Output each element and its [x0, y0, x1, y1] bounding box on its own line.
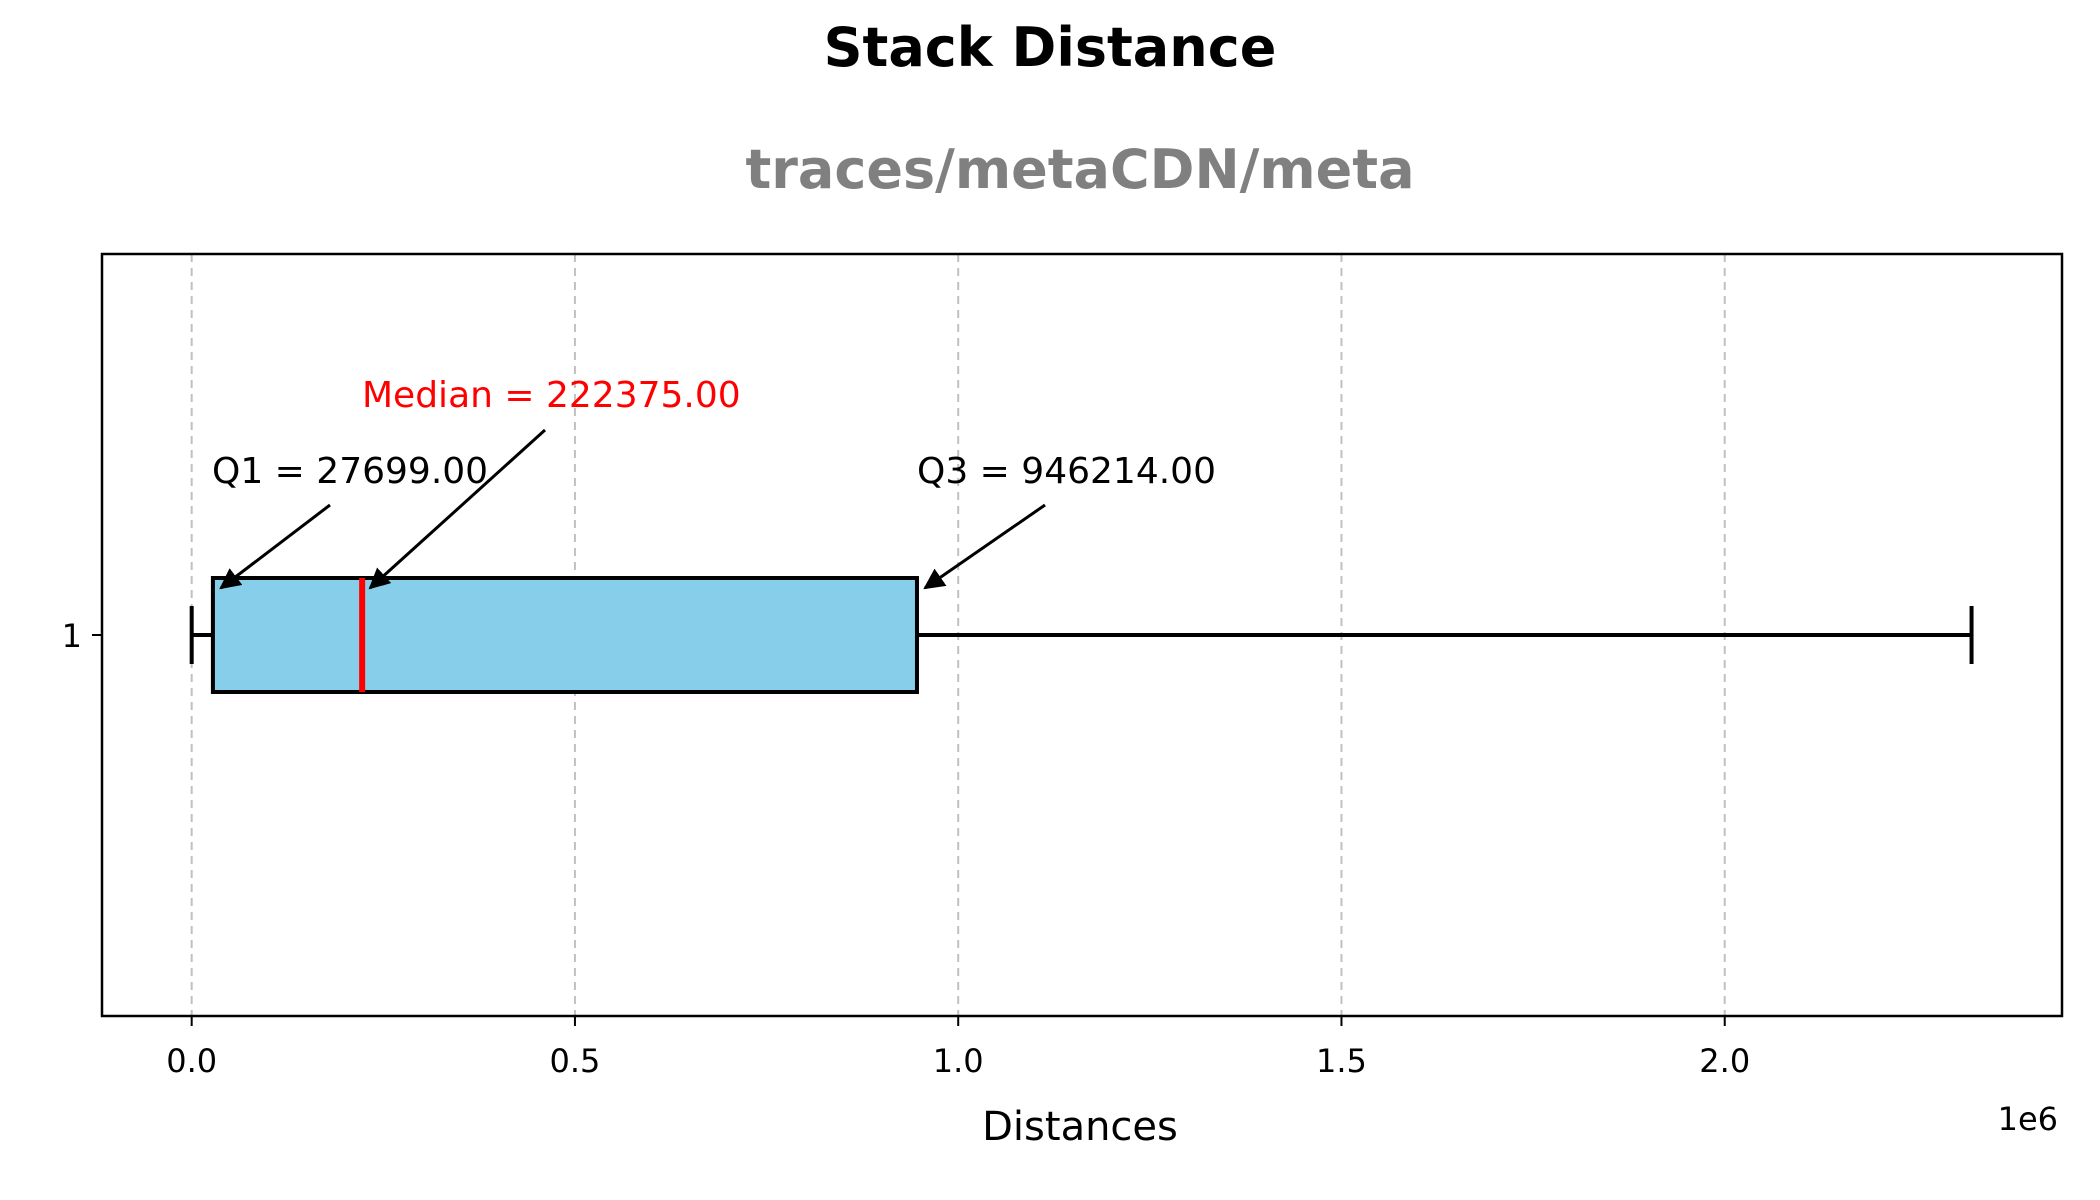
chart-subtitle: traces/metaCDN/meta [745, 138, 1414, 201]
y-tick-label: 1 [62, 617, 82, 655]
q3-label: Q3 = 946214.00 [917, 451, 1216, 492]
q1-arrow [219, 503, 331, 590]
box-series [189, 576, 1974, 694]
q3-arrow [923, 503, 1046, 590]
median-label: Median = 222375.00 [362, 375, 741, 416]
x-tick-label: 1.5 [1316, 1042, 1367, 1080]
x-axis-label: Distances [982, 1104, 1178, 1150]
annotations: Q1 = 27699.00 Median = 222375.00 Q3 = 9462… [212, 375, 1216, 590]
x-tick-label: 1.0 [933, 1042, 984, 1080]
x-axis-scale-label: 1e6 [1998, 1100, 2058, 1138]
x-axis-ticks: 0.0 0.5 1.0 1.5 2.0 [166, 1016, 1750, 1080]
x-tick-label: 2.0 [1699, 1042, 1750, 1080]
chart-title: Stack Distance [824, 16, 1277, 79]
q1-label: Q1 = 27699.00 [212, 451, 488, 492]
x-tick-label: 0.0 [166, 1042, 217, 1080]
median-arrow [368, 428, 547, 590]
x-tick-label: 0.5 [549, 1042, 600, 1080]
iqr-box [210, 576, 919, 694]
y-axis-ticks: 1 [62, 617, 102, 655]
